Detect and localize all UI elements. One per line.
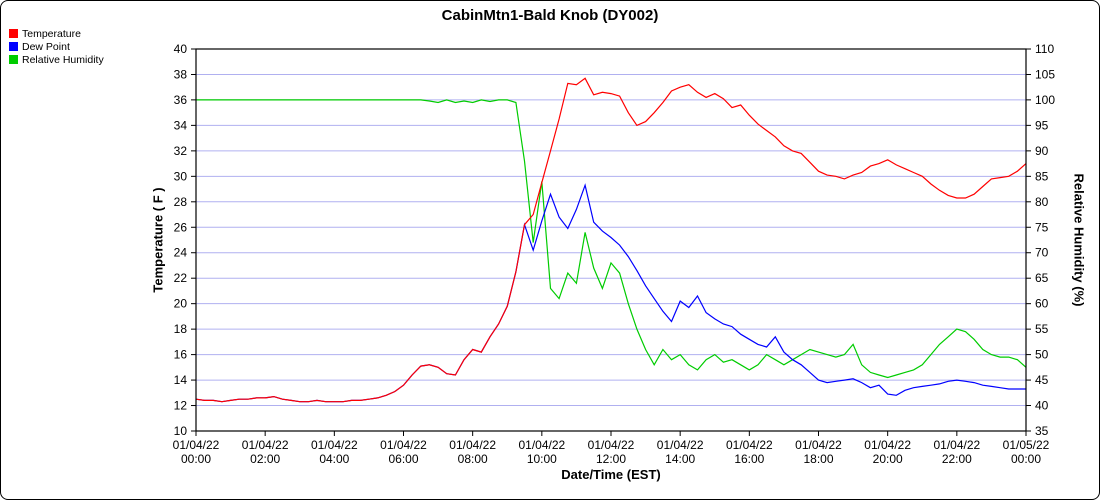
x-tick-label-time: 20:00	[873, 452, 903, 466]
y-right-tick-label: 65	[1035, 271, 1049, 285]
y-left-tick-label: 16	[174, 348, 188, 362]
y-right-tick-label: 110	[1035, 42, 1054, 56]
y-left-tick-label: 10	[174, 424, 188, 438]
x-tick-label-time: 00:00	[1011, 452, 1041, 466]
x-tick-label-date: 01/04/22	[588, 438, 635, 452]
temperature-line	[195, 77, 1027, 403]
legend-swatch	[9, 55, 18, 64]
y-left-tick-label: 12	[174, 399, 188, 413]
y-left-tick-label: 34	[174, 118, 188, 132]
x-tick-label-date: 01/04/22	[726, 438, 773, 452]
x-tick-label-time: 16:00	[734, 452, 764, 466]
legend-swatch	[9, 29, 18, 38]
x-tick-label-time: 00:00	[181, 452, 211, 466]
y-right-tick-label: 90	[1035, 144, 1049, 158]
y-left-tick-label: 18	[174, 322, 188, 336]
y-left-tick-label: 40	[174, 42, 188, 56]
x-tick-label-date: 01/04/22	[380, 438, 427, 452]
y-right-tick-label: 55	[1035, 322, 1049, 336]
y-right-tick-label: 50	[1035, 348, 1049, 362]
y-left-tick-label: 14	[174, 373, 188, 387]
page-title: CabinMtn1-Bald Knob (DY002)	[441, 7, 659, 24]
x-tick-label-time: 14:00	[665, 452, 695, 466]
y-right-tick-label: 70	[1035, 246, 1049, 260]
x-tick-label-date: 01/04/22	[173, 438, 220, 452]
legend-item-relative-humidity: Relative Humidity	[9, 53, 104, 66]
x-tick-label-time: 22:00	[942, 452, 972, 466]
x-tick-label-date: 01/04/22	[657, 438, 704, 452]
y-left-tick-label: 36	[174, 93, 188, 107]
x-tick-label-time: 18:00	[803, 452, 833, 466]
x-tick-label-time: 08:00	[458, 452, 488, 466]
y-right-tick-label: 40	[1035, 399, 1049, 413]
x-tick-label-time: 06:00	[388, 452, 418, 466]
y-left-tick-label: 26	[174, 220, 188, 234]
y-left-tick-label: 22	[174, 271, 188, 285]
y-right-tick-label: 85	[1035, 169, 1049, 183]
legend-label: Relative Humidity	[22, 53, 104, 66]
y-left-tick-label: 24	[174, 246, 188, 260]
y-right-tick-label: 45	[1035, 373, 1049, 387]
legend-item-dew-point: Dew Point	[9, 40, 104, 53]
legend-label: Temperature	[22, 27, 81, 40]
x-tick-label-date: 01/04/22	[518, 438, 565, 452]
y-left-tick-label: 38	[174, 67, 188, 81]
y-right-tick-label: 95	[1035, 118, 1049, 132]
y-left-tick-label: 28	[174, 195, 188, 209]
y-left-tick-label: 20	[174, 297, 188, 311]
x-tick-label-date: 01/04/22	[864, 438, 911, 452]
y-left-tick-label: 30	[174, 169, 188, 183]
x-tick-label-date: 01/04/22	[933, 438, 980, 452]
y-right-tick-label: 60	[1035, 297, 1049, 311]
y-right-tick-label: 100	[1035, 93, 1055, 107]
y-left-tick-label: 32	[174, 144, 188, 158]
x-tick-label-date: 01/04/22	[449, 438, 496, 452]
x-tick-label-date: 01/05/22	[1003, 438, 1050, 452]
x-tick-label-date: 01/04/22	[311, 438, 358, 452]
x-tick-label-time: 12:00	[596, 452, 626, 466]
x-axis-title: Date/Time (EST)	[561, 467, 661, 482]
y-right-tick-label: 35	[1035, 424, 1049, 438]
x-tick-label-time: 02:00	[250, 452, 280, 466]
dew-point-line	[195, 183, 1026, 403]
y-right-tick-label: 105	[1035, 67, 1055, 81]
legend: Temperature Dew Point Relative Humidity	[9, 27, 104, 66]
y-right-tick-label: 80	[1035, 195, 1049, 209]
x-tick-label-time: 10:00	[527, 452, 557, 466]
relative-humidity-line	[196, 99, 1027, 379]
legend-label: Dew Point	[22, 40, 70, 53]
x-tick-label-date: 01/04/22	[242, 438, 289, 452]
legend-item-temperature: Temperature	[9, 27, 104, 40]
legend-swatch	[9, 42, 18, 51]
y-right-tick-label: 75	[1035, 220, 1049, 234]
x-tick-label-time: 04:00	[319, 452, 349, 466]
x-tick-label-date: 01/04/22	[795, 438, 842, 452]
